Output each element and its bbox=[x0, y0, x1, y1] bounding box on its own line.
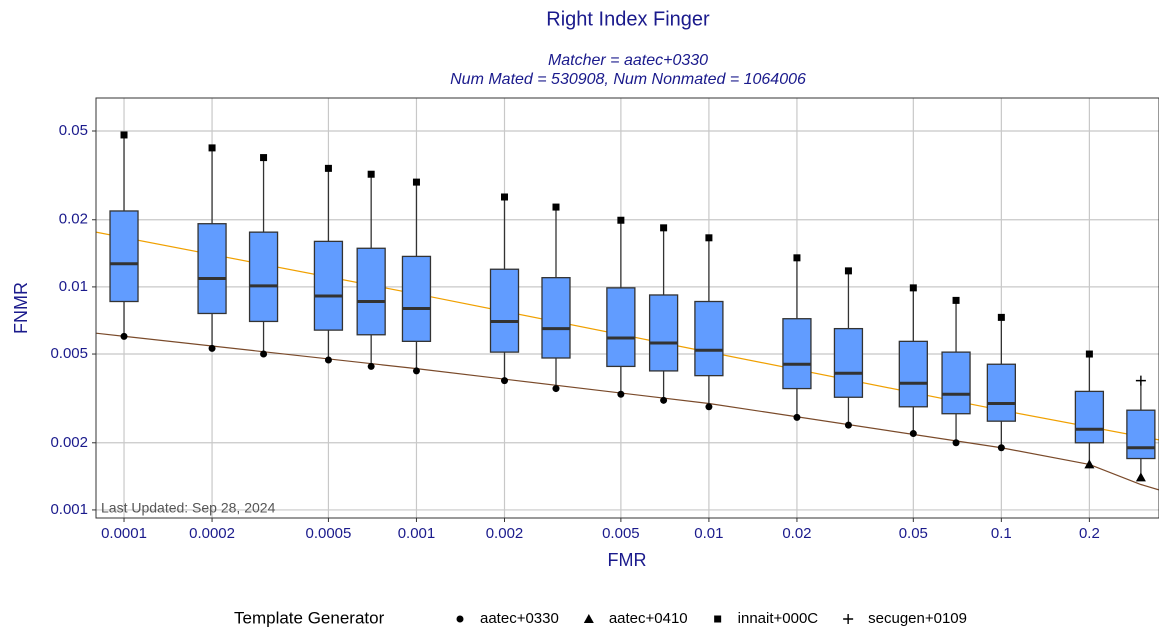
box bbox=[833, 327, 864, 398]
min-marker bbox=[324, 356, 332, 364]
box bbox=[606, 287, 636, 368]
box bbox=[248, 231, 279, 323]
y-tick-label: 0.02 bbox=[59, 211, 88, 228]
max-marker bbox=[1085, 350, 1093, 358]
x-tick-label: 0.001 bbox=[398, 525, 436, 542]
min-marker bbox=[208, 344, 216, 352]
min-marker bbox=[501, 377, 509, 385]
min-marker bbox=[909, 430, 917, 438]
min-marker bbox=[367, 362, 375, 370]
y-tick-label: 0.005 bbox=[50, 345, 88, 362]
legend-title: Template Generator bbox=[234, 608, 385, 627]
box bbox=[401, 255, 432, 342]
x-tick-label: 0.0005 bbox=[305, 525, 351, 542]
max-marker bbox=[208, 144, 216, 152]
max-marker bbox=[120, 131, 128, 139]
min-marker bbox=[552, 385, 560, 393]
x-tick-label: 0.0001 bbox=[101, 525, 147, 542]
plot-border bbox=[95, 97, 1159, 519]
max-marker bbox=[324, 164, 332, 172]
x-tick-label: 0.01 bbox=[694, 525, 723, 542]
y-tick-label: 0.002 bbox=[50, 434, 88, 451]
min-marker bbox=[952, 439, 960, 447]
max-marker bbox=[367, 170, 375, 178]
annotation: Last Updated: Sep 28, 2024 bbox=[101, 500, 276, 516]
min-marker bbox=[617, 390, 625, 398]
y-axis-label: FNMR bbox=[11, 282, 31, 334]
max-marker bbox=[997, 313, 1005, 321]
max-marker bbox=[793, 254, 801, 262]
x-tick-label: 0.1 bbox=[991, 525, 1012, 542]
legend-marker bbox=[456, 615, 464, 623]
box bbox=[1126, 409, 1156, 460]
min-marker bbox=[120, 332, 128, 340]
max-marker bbox=[501, 193, 509, 201]
box bbox=[541, 277, 571, 359]
legend-label: secugen+0109 bbox=[868, 610, 967, 627]
max-marker bbox=[952, 296, 960, 304]
legend-label: aatec+0330 bbox=[480, 610, 559, 627]
box bbox=[694, 300, 724, 377]
max-marker bbox=[705, 234, 713, 242]
max-marker bbox=[412, 178, 420, 186]
max-marker bbox=[909, 284, 917, 292]
min-marker bbox=[660, 396, 668, 404]
max-marker bbox=[260, 154, 268, 162]
max-marker bbox=[617, 216, 625, 224]
x-tick-label: 0.05 bbox=[899, 525, 928, 542]
y-tick-label: 0.001 bbox=[50, 501, 88, 518]
x-tick-label: 0.005 bbox=[602, 525, 640, 542]
box bbox=[197, 223, 227, 315]
max-marker bbox=[1135, 375, 1146, 386]
box bbox=[898, 340, 928, 408]
x-tick-label: 0.002 bbox=[486, 525, 524, 542]
legend-label: innait+000C bbox=[738, 610, 819, 627]
box bbox=[313, 240, 344, 331]
legend-marker bbox=[843, 614, 854, 624]
box bbox=[648, 294, 679, 372]
legend-marker bbox=[714, 615, 722, 623]
chart-subtitle: Num Mated = 530908, Num Nonmated = 10640… bbox=[450, 71, 806, 88]
x-tick-label: 0.0002 bbox=[189, 525, 235, 542]
chart-title: Right Index Finger bbox=[546, 8, 710, 30]
box bbox=[986, 363, 1017, 422]
y-tick-label: 0.01 bbox=[59, 278, 88, 295]
chart-subtitle: Matcher = aatec+0330 bbox=[548, 52, 708, 69]
max-marker bbox=[844, 267, 852, 275]
legend-marker bbox=[583, 614, 594, 623]
legend-label: aatec+0410 bbox=[609, 610, 688, 627]
x-tick-label: 0.2 bbox=[1079, 525, 1100, 542]
min-marker bbox=[997, 444, 1005, 452]
box bbox=[782, 318, 812, 390]
max-marker bbox=[660, 224, 668, 232]
min-marker bbox=[1084, 459, 1095, 469]
min-marker bbox=[705, 403, 713, 411]
x-axis-label: FMR bbox=[608, 550, 647, 570]
min-marker bbox=[412, 367, 420, 375]
box bbox=[489, 268, 520, 353]
x-tick-label: 0.02 bbox=[782, 525, 811, 542]
y-tick-label: 0.05 bbox=[59, 122, 88, 139]
min-marker bbox=[1135, 472, 1146, 482]
box bbox=[356, 247, 386, 336]
box bbox=[109, 210, 139, 303]
box bbox=[941, 351, 971, 415]
max-marker bbox=[552, 203, 560, 211]
min-marker bbox=[793, 413, 801, 421]
box bbox=[1074, 390, 1105, 444]
min-marker bbox=[844, 421, 852, 429]
min-marker bbox=[260, 350, 268, 358]
